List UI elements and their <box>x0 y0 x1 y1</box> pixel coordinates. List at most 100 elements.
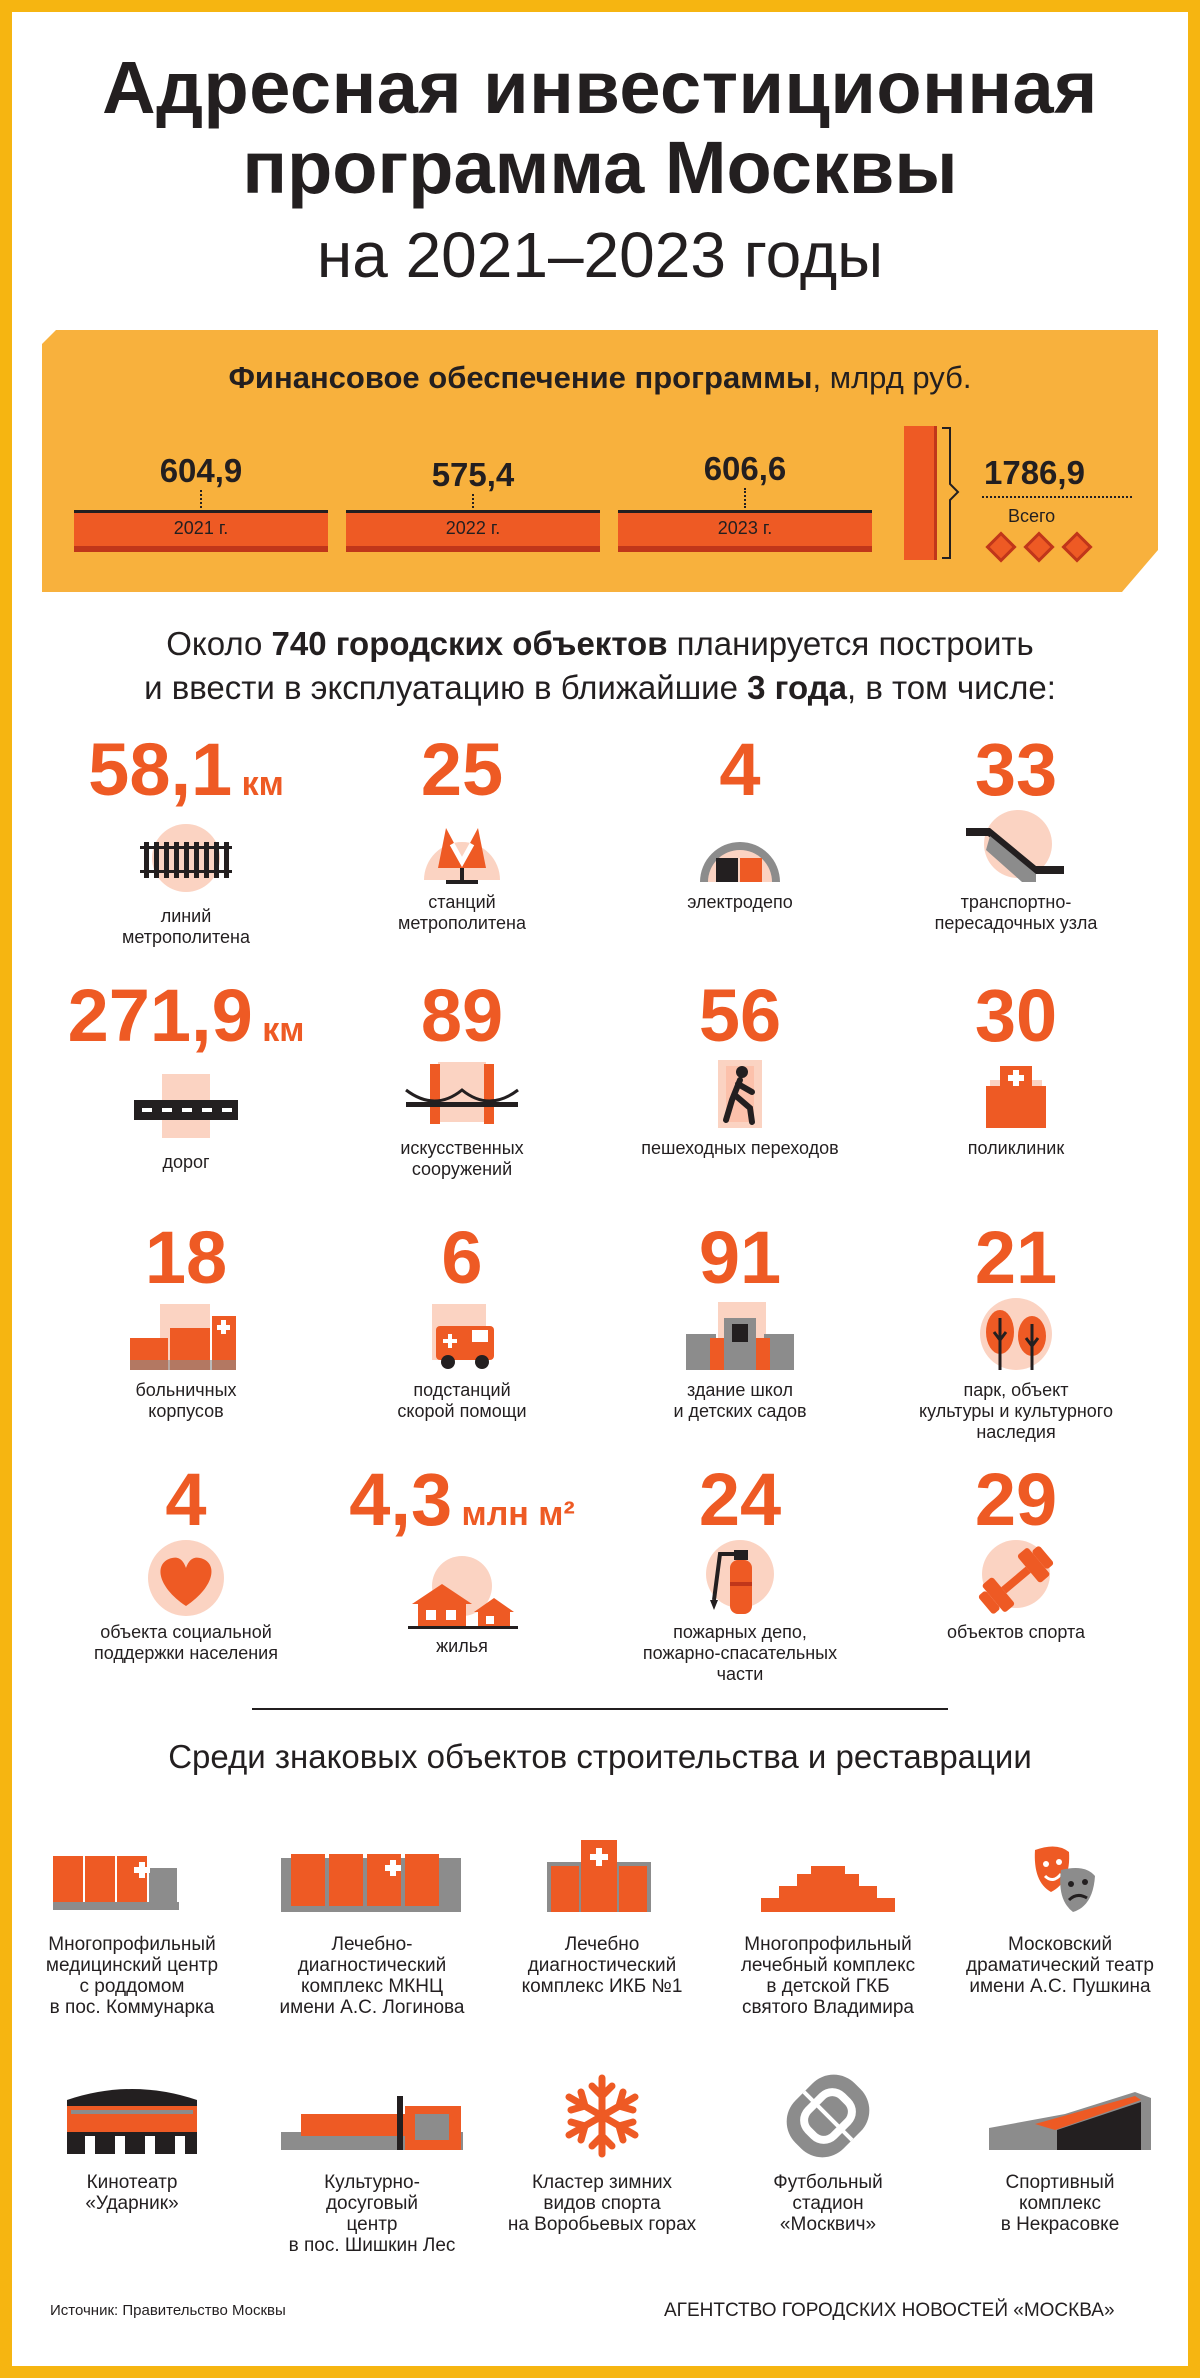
agency-credit: АГЕНТСТВО ГОРОДСКИХ НОВОСТЕЙ «МОСКВА» <box>664 2300 1115 2321</box>
stat-label: станций метрополитена <box>398 892 526 933</box>
trees-icon <box>956 1298 1076 1374</box>
landmark-label: Лечебно диагностический комплекс ИКБ №1 <box>521 1934 683 1997</box>
landmark-item: Многопрофильный медицинский центр с родд… <box>32 1836 232 2018</box>
stat-number: 56 <box>698 974 782 1057</box>
pedestrian-icon <box>680 1056 800 1132</box>
stat-number: 25 <box>420 728 504 811</box>
stat-label: объектов спорта <box>946 1622 1086 1642</box>
landmarks-title: Среди знаковых объектов строительства и … <box>168 1738 1032 1775</box>
landmark-item: Московский драматический театр имени А.С… <box>960 1836 1160 1997</box>
stat-item: 58,1 км линий метрополитена <box>46 730 326 948</box>
landmark-item: Лечебно- диагностический комплекс МКНЦ и… <box>272 1836 472 2018</box>
title-line-2: программа Москвы <box>242 126 958 209</box>
landmark-label: Футбольный стадион «Москвич» <box>773 2172 883 2235</box>
year-2022: 575,4 2022 г. <box>346 456 600 552</box>
heart-icon <box>126 1540 246 1616</box>
stadium-icon <box>733 2074 923 2162</box>
stat-label: электродепо <box>687 892 793 912</box>
year-label: 2023 г. <box>717 518 773 538</box>
landmark-label: Кинотеатр «Ударник» <box>85 2172 179 2214</box>
title-line-3: на 2021–2023 годы <box>316 219 884 291</box>
stepped-building-icon <box>733 1836 923 1924</box>
cultural-center-icon <box>277 2074 467 2162</box>
year-bar: 2021 г. <box>74 510 328 546</box>
landmark-label: Спортивный комплекс в Некрасовке <box>1000 2172 1120 2235</box>
stat-item: 4,3 млн м² жилья <box>322 1460 602 1657</box>
stat-label: транспортно- пересадочных узла <box>934 892 1098 933</box>
landmark-item: Футбольный стадион «Москвич» <box>728 2074 928 2235</box>
stat-label: поликлиник <box>967 1138 1065 1158</box>
stat-item: 18 больничных корпусов <box>46 1218 326 1422</box>
landmark-item: Кластер зимних видов спорта на Воробьевы… <box>502 2074 702 2235</box>
stat-label: линий метрополитена <box>122 906 250 947</box>
sports-complex-icon <box>965 2074 1155 2162</box>
stat-number: 21 <box>974 1216 1058 1299</box>
landmark-label: Культурно- досуговый центр в пос. Шишкин… <box>288 2172 456 2256</box>
year-value: 575,4 <box>431 456 515 493</box>
total-bracket <box>942 427 960 559</box>
stat-item: 24 пожарных депо, пожарно-спасательных ча… <box>600 1460 880 1685</box>
stat-item: 30 поликлиник <box>876 976 1156 1159</box>
year-bar: 2023 г. <box>618 510 872 546</box>
stat-number: 4 <box>719 728 761 811</box>
medical-center-icon <box>37 1836 227 1924</box>
year-2023: 606,6 2023 г. <box>618 450 872 552</box>
theater-masks-icon <box>965 1836 1155 1924</box>
landmark-label: Кластер зимних видов спорта на Воробьевы… <box>507 2172 697 2235</box>
stat-unit: км <box>232 765 284 803</box>
stat-item: 29 объектов спорта <box>876 1460 1156 1643</box>
landmark-item: Кинотеатр «Ударник» <box>32 2074 232 2214</box>
cinema-icon <box>37 2074 227 2162</box>
stat-item: 25 станций метрополитена <box>322 730 602 934</box>
escalator-icon <box>956 810 1076 886</box>
stat-label: здание школ и детских садов <box>673 1380 807 1421</box>
banner-corner-cuts <box>42 330 1158 592</box>
stat-label: пешеходных переходов <box>641 1138 839 1158</box>
fire-extinguisher-icon <box>680 1540 800 1616</box>
stat-unit: км <box>252 1011 305 1049</box>
total-bar <box>904 426 937 560</box>
total-label: Всего <box>1008 506 1056 526</box>
stat-label: жилья <box>436 1636 488 1656</box>
depot-hangar-icon <box>680 810 800 886</box>
stat-item: 21 парк, объект культуры и культурного на… <box>876 1218 1156 1443</box>
landmark-label: Многопрофильный лечебный комплекс в детс… <box>740 1934 916 2018</box>
stat-number: 89 <box>420 974 504 1057</box>
year-label: 2022 г. <box>445 518 501 538</box>
title-line-1: Адресная инвестиционная <box>102 46 1098 129</box>
stat-item: 6 подстанций скорой помощи <box>322 1218 602 1422</box>
stat-number: 30 <box>974 974 1058 1057</box>
year-2021: 604,9 2021 г. <box>74 452 328 552</box>
stat-number: 18 <box>144 1216 228 1299</box>
ambulance-icon <box>402 1298 522 1374</box>
stat-label: подстанций скорой помощи <box>397 1380 527 1421</box>
section-divider <box>252 1708 948 1710</box>
stat-item: 33 транспортно- пересадочных узла <box>876 730 1156 934</box>
stat-number: 91 <box>698 1216 782 1299</box>
metro-logo-icon <box>402 810 522 886</box>
source-note: Источник: Правительство Москвы <box>50 2302 286 2319</box>
landmark-item: Спортивный комплекс в Некрасовке <box>960 2074 1160 2235</box>
intro-text: Около 740 городских объектов планируется… <box>144 625 1056 706</box>
clinic-icon <box>956 1056 1076 1132</box>
stat-number: 58,1 км <box>88 728 284 811</box>
landmark-item: Лечебно диагностический комплекс ИКБ №1 <box>502 1836 702 1997</box>
stat-item: 4 объекта социальной поддержки населения <box>46 1460 326 1664</box>
landmark-item: Культурно- досуговый центр в пос. Шишкин… <box>272 2074 472 2256</box>
school-icon <box>680 1298 800 1374</box>
stat-number: 33 <box>974 728 1058 811</box>
road-icon <box>126 1070 246 1146</box>
stat-label: дорог <box>162 1152 210 1172</box>
stat-label: пожарных депо, пожарно-спасательных част… <box>642 1622 838 1684</box>
snowflake-icon <box>507 2074 697 2162</box>
hospital-icon <box>126 1298 246 1374</box>
year-bar: 2022 г. <box>346 510 600 546</box>
stat-number: 24 <box>698 1458 782 1541</box>
year-value: 604,9 <box>159 452 243 489</box>
stat-item: 91 здание школ и детских садов <box>600 1218 880 1422</box>
dumbbell-icon <box>956 1540 1076 1616</box>
landmark-label: Многопрофильный медицинский центр с родд… <box>45 1934 219 2018</box>
stat-label: объекта социальной поддержки населения <box>94 1622 278 1663</box>
finance-heading: Финансовое обеспечение программы, млрд р… <box>228 360 972 395</box>
houses-icon <box>402 1554 522 1630</box>
